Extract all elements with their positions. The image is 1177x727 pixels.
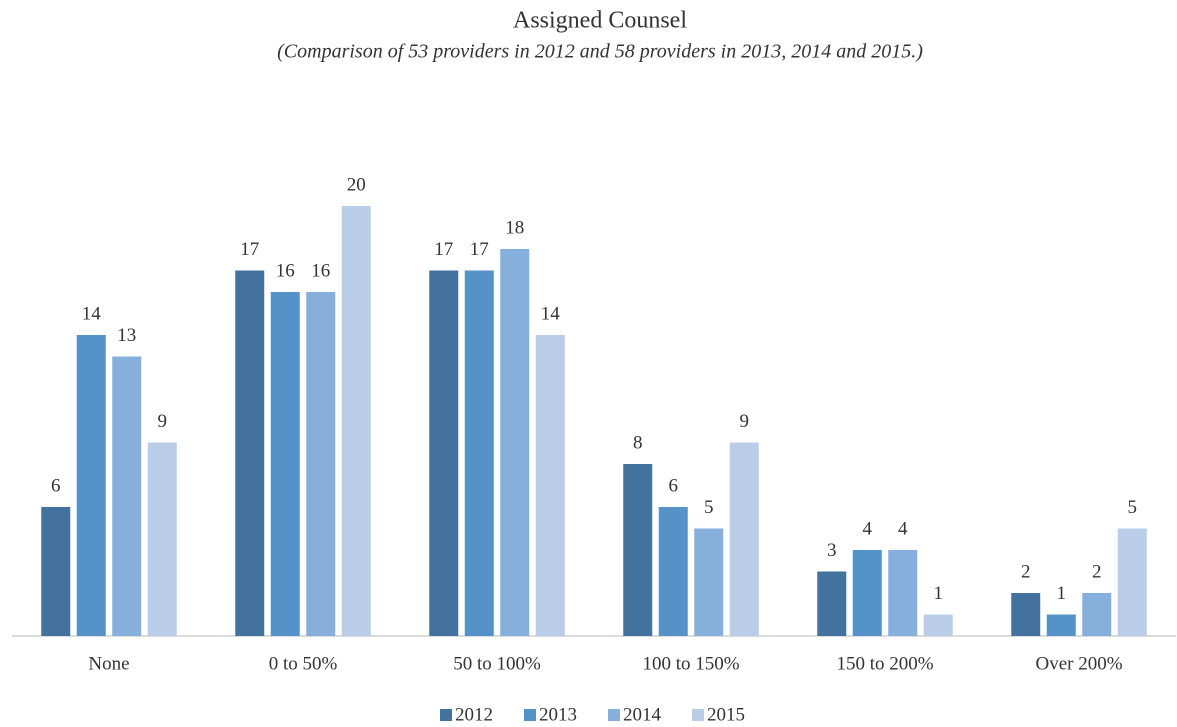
- x-tick-label: 50 to 100%: [453, 653, 541, 674]
- legend-swatch: [692, 709, 704, 721]
- data-label: 16: [276, 260, 295, 281]
- x-tick-label: 150 to 200%: [836, 653, 933, 674]
- bar: [112, 356, 142, 636]
- bar: [76, 335, 106, 636]
- data-label: 17: [434, 239, 453, 260]
- x-tick-label: 100 to 150%: [642, 653, 739, 674]
- data-label: 13: [117, 325, 136, 346]
- legend-label: 2013: [539, 704, 577, 725]
- data-label: 14: [82, 303, 102, 324]
- bar: [623, 464, 653, 636]
- legend-swatch: [524, 709, 536, 721]
- bar: [235, 270, 265, 636]
- data-label: 3: [827, 540, 837, 561]
- bar: [888, 550, 918, 636]
- legend-label: 2012: [455, 704, 493, 725]
- bar: [41, 507, 71, 636]
- bar: [694, 528, 724, 636]
- data-label: 20: [347, 174, 366, 195]
- data-label: 9: [158, 411, 168, 432]
- data-label: 2: [1092, 561, 1102, 582]
- legend-swatch: [608, 709, 620, 721]
- x-tick-label: 0 to 50%: [269, 653, 338, 674]
- data-label: 14: [541, 303, 561, 324]
- bar: [306, 292, 336, 636]
- legend-label: 2015: [707, 704, 745, 725]
- data-label: 2: [1021, 561, 1031, 582]
- legend-swatch: [440, 709, 452, 721]
- bar: [147, 442, 177, 636]
- legend-label: 2014: [623, 704, 662, 725]
- x-tick-label: Over 200%: [1035, 653, 1122, 674]
- bar: [658, 507, 688, 636]
- bar: [1082, 593, 1112, 636]
- data-label: 9: [740, 411, 750, 432]
- bar: [1046, 614, 1076, 636]
- bar: [341, 206, 371, 636]
- data-label: 5: [1128, 497, 1138, 518]
- bar: [1117, 528, 1147, 636]
- data-label: 8: [633, 432, 643, 453]
- data-label: 18: [505, 217, 524, 238]
- data-label: 6: [51, 475, 61, 496]
- bar: [852, 550, 882, 636]
- data-label: 17: [240, 239, 259, 260]
- x-tick-label: None: [88, 653, 129, 674]
- bar: [923, 614, 953, 636]
- bar: [464, 270, 494, 636]
- bar: [817, 571, 847, 636]
- data-label: 1: [1057, 583, 1067, 604]
- data-label: 5: [704, 497, 714, 518]
- bar: [500, 249, 530, 636]
- data-label: 4: [863, 518, 873, 539]
- data-label: 1: [934, 583, 944, 604]
- bar: [270, 292, 300, 636]
- bar: [1011, 593, 1041, 636]
- bar: [429, 270, 459, 636]
- data-label: 17: [470, 239, 489, 260]
- bar: [729, 442, 759, 636]
- bar: [535, 335, 565, 636]
- data-label: 4: [898, 518, 908, 539]
- data-label: 6: [669, 475, 679, 496]
- chart-title: Assigned Counsel: [513, 8, 687, 34]
- chart-subtitle: (Comparison of 53 providers in 2012 and …: [277, 41, 923, 63]
- data-label: 16: [311, 260, 330, 281]
